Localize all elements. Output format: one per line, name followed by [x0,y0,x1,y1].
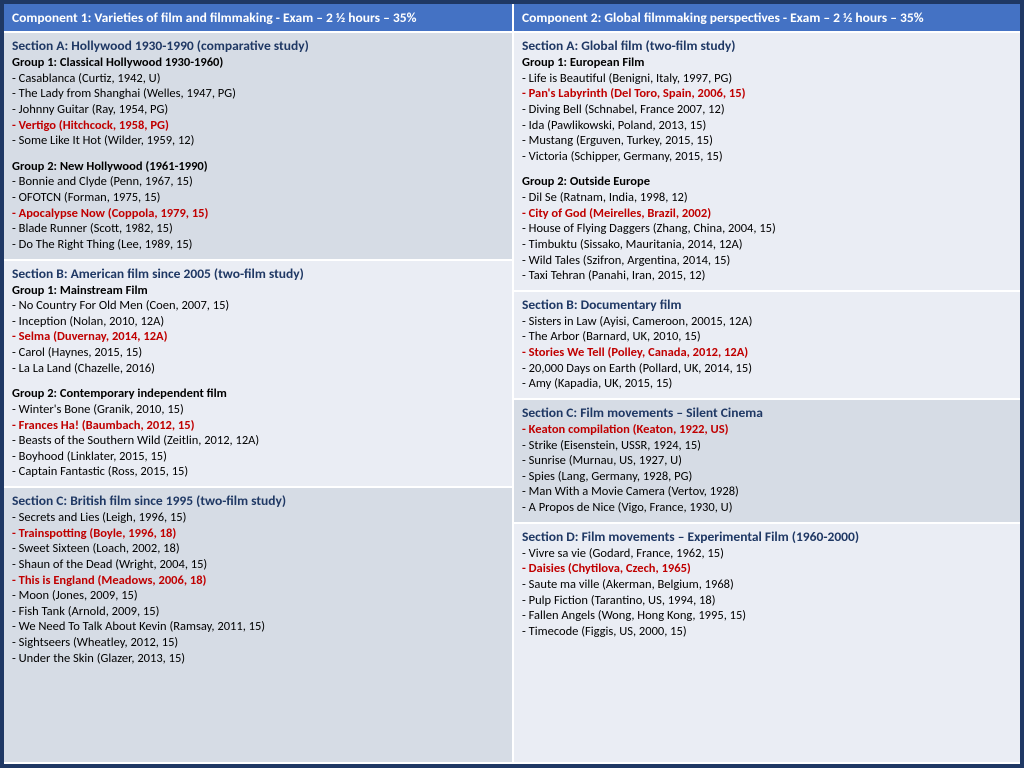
film-item: - Shaun of the Dead (Wright, 2004, 15) [12,557,504,573]
film-item: - Man With a Movie Camera (Vertov, 1928) [522,484,1012,500]
film-item-highlight: - Frances Ha! (Baumbach, 2012, 15) [12,418,504,434]
section-title: Section C: Film movements – Silent Cinem… [522,404,1012,421]
component-2-header: Component 2: Global filmmaking perspecti… [514,4,1020,33]
film-item-highlight: - Stories We Tell (Polley, Canada, 2012,… [522,345,1012,361]
film-item: - Sweet Sixteen (Loach, 2002, 18) [12,541,504,557]
film-item-highlight: - Pan's Labyrinth (Del Toro, Spain, 2006… [522,86,1012,102]
film-item-highlight: - Daisies (Chytilova, Czech, 1965) [522,561,1012,577]
group-title: Group 1: European Film [522,55,1012,71]
film-item: - Diving Bell (Schnabel, France 2007, 12… [522,102,1012,118]
c1-section-b: Section B: American film since 2005 (two… [4,261,512,489]
columns-wrapper: Component 1: Varieties of film and filmm… [4,4,1020,764]
section-title: Section A: Hollywood 1930-1990 (comparat… [12,37,504,54]
group-title: Group 2: New Hollywood (1961-1990) [12,159,504,175]
film-item-highlight: - This is England (Meadows, 2006, 18) [12,573,504,589]
film-item: - Boyhood (Linklater, 2015, 15) [12,449,504,465]
c2-section-d: Section D: Film movements – Experimental… [514,524,1020,764]
film-item: - Fish Tank (Arnold, 2009, 15) [12,604,504,620]
film-item: - Beasts of the Southern Wild (Zeitlin, … [12,433,504,449]
film-item: - Winter's Bone (Granik, 2010, 15) [12,402,504,418]
group-title: Group 1: Classical Hollywood 1930-1960) [12,55,504,71]
film-item: - Spies (Lang, Germany, 1928, PG) [522,469,1012,485]
c1-section-c: Section C: British film since 1995 (two-… [4,488,512,764]
film-item: - Dil Se (Ratnam, India, 1998, 12) [522,190,1012,206]
section-title: Section B: American film since 2005 (two… [12,265,504,282]
film-item: - Sightseers (Wheatley, 2012, 15) [12,635,504,651]
film-item: - Wild Tales (Szifron, Argentina, 2014, … [522,253,1012,269]
film-item: - Saute ma ville (Akerman, Belgium, 1968… [522,577,1012,593]
film-item-highlight: - Selma (Duvernay, 2014, 12A) [12,329,504,345]
film-item: - Carol (Haynes, 2015, 15) [12,345,504,361]
film-item-highlight: - Vertigo (Hitchcock, 1958, PG) [12,118,504,134]
film-item: - Taxi Tehran (Panahi, Iran, 2015, 12) [522,268,1012,284]
film-item: - Victoria (Schipper, Germany, 2015, 15) [522,149,1012,165]
film-item-highlight: - Apocalypse Now (Coppola, 1979, 15) [12,206,504,222]
film-item: - We Need To Talk About Kevin (Ramsay, 2… [12,619,504,635]
film-item: - Inception (Nolan, 2010, 12A) [12,314,504,330]
film-item: - Some Like It Hot (Wilder, 1959, 12) [12,133,504,149]
c2-section-b: Section B: Documentary film - Sisters in… [514,292,1020,400]
film-item: - Captain Fantastic (Ross, 2015, 15) [12,464,504,480]
film-item: - Johnny Guitar (Ray, 1954, PG) [12,102,504,118]
film-item: - Do The Right Thing (Lee, 1989, 15) [12,237,504,253]
component-2-sections: Section A: Global film (two-film study) … [514,33,1020,764]
film-item: - Secrets and Lies (Leigh, 1996, 15) [12,510,504,526]
film-item: - Timbuktu (Sissako, Mauritania, 2014, 1… [522,237,1012,253]
film-item: - Bonnie and Clyde (Penn, 1967, 15) [12,174,504,190]
film-item: - House of Flying Daggers (Zhang, China,… [522,221,1012,237]
group-title: Group 2: Outside Europe [522,174,1012,190]
section-title: Section D: Film movements – Experimental… [522,528,1012,545]
curriculum-frame: Component 1: Varieties of film and filmm… [0,0,1024,768]
film-item: - Casablanca (Curtiz, 1942, U) [12,71,504,87]
film-item: - Blade Runner (Scott, 1982, 15) [12,221,504,237]
component-1-header: Component 1: Varieties of film and filmm… [4,4,512,33]
c1-section-a: Section A: Hollywood 1930-1990 (comparat… [4,33,512,261]
film-item: - Sunrise (Murnau, US, 1927, U) [522,453,1012,469]
film-item: - 20,000 Days on Earth (Pollard, UK, 201… [522,361,1012,377]
film-item: - Fallen Angels (Wong, Hong Kong, 1995, … [522,608,1012,624]
film-item: - Strike (Eisenstein, USSR, 1924, 15) [522,438,1012,454]
component-1-sections: Section A: Hollywood 1930-1990 (comparat… [4,33,512,764]
c2-section-a: Section A: Global film (two-film study) … [514,33,1020,292]
film-item: - OFOTCN (Forman, 1975, 15) [12,190,504,206]
film-item: - Timecode (Figgis, US, 2000, 15) [522,624,1012,640]
group-title: Group 1: Mainstream Film [12,283,504,299]
film-item: - Ida (Pawlikowski, Poland, 2013, 15) [522,118,1012,134]
film-item-highlight: - City of God (Meirelles, Brazil, 2002) [522,206,1012,222]
section-title: Section A: Global film (two-film study) [522,37,1012,54]
film-item-highlight: - Keaton compilation (Keaton, 1922, US) [522,422,1012,438]
section-title: Section B: Documentary film [522,296,1012,313]
component-1-column: Component 1: Varieties of film and filmm… [4,4,512,764]
film-item: - No Country For Old Men (Coen, 2007, 15… [12,298,504,314]
film-item: - The Arbor (Barnard, UK, 2010, 15) [522,329,1012,345]
film-item: - Sisters in Law (Ayisi, Cameroon, 20015… [522,314,1012,330]
film-item: - The Lady from Shanghai (Welles, 1947, … [12,86,504,102]
film-item: - Vivre sa vie (Godard, France, 1962, 15… [522,546,1012,562]
film-item: - Mustang (Erguven, Turkey, 2015, 15) [522,133,1012,149]
c2-section-c: Section C: Film movements – Silent Cinem… [514,400,1020,524]
film-item-highlight: - Trainspotting (Boyle, 1996, 18) [12,526,504,542]
film-item: - Amy (Kapadia, UK, 2015, 15) [522,376,1012,392]
group-title: Group 2: Contemporary independent film [12,386,504,402]
film-item: - Life is Beautiful (Benigni, Italy, 199… [522,71,1012,87]
film-item: - Under the Skin (Glazer, 2013, 15) [12,651,504,667]
film-item: - A Propos de Nice (Vigo, France, 1930, … [522,500,1012,516]
section-title: Section C: British film since 1995 (two-… [12,492,504,509]
film-item: - Pulp Fiction (Tarantino, US, 1994, 18) [522,593,1012,609]
film-item: - La La Land (Chazelle, 2016) [12,361,504,377]
component-2-column: Component 2: Global filmmaking perspecti… [512,4,1020,764]
film-item: - Moon (Jones, 2009, 15) [12,588,504,604]
